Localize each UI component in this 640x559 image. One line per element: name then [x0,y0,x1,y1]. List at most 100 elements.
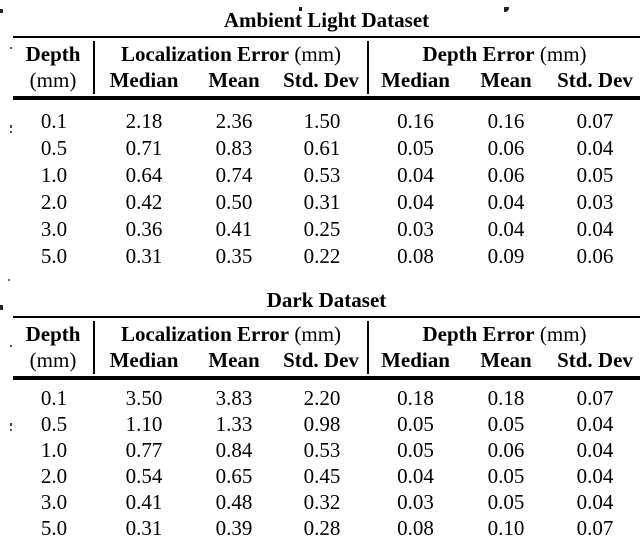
subheader-row: Median Mean Std. Dev [95,67,367,94]
depth-error-group-header: Depth Error (mm) Median Mean Std. Dev [369,41,640,94]
table-cell: 0.03 [576,190,614,214]
table-cell: 1.10 [125,412,163,436]
table-row: 0.5 0.71 0.83 0.61 0.05 0.06 0.04 [13,135,640,162]
crop-artifact [10,429,12,431]
table-cell: 0.04 [397,464,434,488]
table-cell: 3.0 [40,217,68,241]
table-row: 0.5 1.10 1.33 0.98 0.05 0.05 0.04 [13,411,640,437]
table-cell: 2.0 [40,190,68,214]
table-row: 0.1 2.18 2.36 1.50 0.16 0.16 0.07 [13,108,640,135]
table-cell: 0.05 [397,438,434,462]
table-cell: 3.0 [40,490,68,514]
table-cell: 0.77 [125,438,163,462]
table-cell: 2.0 [40,464,68,488]
group-unit: (mm) [294,42,342,66]
table-cell: 0.39 [215,516,253,540]
subheader-median: Median [381,68,450,92]
table-cell: 0.04 [487,190,525,214]
table-row: 2.0 0.42 0.50 0.31 0.04 0.04 0.03 [13,189,640,216]
table-cell: 5.0 [40,244,68,268]
depth-header-label: Depth [25,42,81,66]
table-cell: 0.04 [576,438,614,462]
crop-artifact [0,305,3,310]
depth-header-unit: (mm) [29,348,77,372]
table-cell: 0.04 [576,217,614,241]
table-cell: 0.04 [576,136,614,160]
table-cell: 0.48 [215,490,253,514]
table-header: Depth (mm) Localization Error (mm) Media… [13,36,640,96]
table-cell: 0.50 [215,190,253,214]
subheader-row: Median Mean Std. Dev [369,347,640,374]
table-cell: 0.05 [487,412,525,436]
subheader-mean: Mean [208,68,260,92]
table-title: Dark Dataset [266,288,387,312]
table-cell: 2.18 [125,109,163,133]
table-cell: 0.64 [125,163,163,187]
table-cell: 3.83 [215,386,253,410]
subheader-stddev: Std. Dev [557,348,633,372]
table-cell: 0.36 [125,217,163,241]
depth-header-unit: (mm) [29,68,77,92]
table-cell: 0.18 [487,386,525,410]
table-cell: 0.05 [487,464,525,488]
table-cell: 0.41 [215,217,253,241]
table-cell: 0.1 [40,386,68,410]
table-cell: 0.06 [576,244,614,268]
table-cell: 0.1 [40,109,68,133]
table-cell: 0.53 [303,163,341,187]
table-cell: 0.09 [487,244,525,268]
table-cell: 3.50 [125,386,163,410]
table-cell: 2.20 [303,386,341,410]
table-body: 0.1 3.50 3.83 2.20 0.18 0.18 0.07 0.5 1.… [13,380,640,541]
table-cell: 0.05 [487,490,525,514]
subheader-mean: Mean [208,348,260,372]
table-cell: 0.74 [215,163,253,187]
crop-artifact [10,423,12,426]
table-cell: 0.32 [303,490,341,514]
table-cell: 0.25 [303,217,341,241]
group-label: Localization Error [120,42,290,66]
table-cell: 0.06 [487,163,525,187]
table-cell: 0.03 [397,490,434,514]
crop-artifact [504,7,509,12]
crop-artifact [8,279,10,281]
table-cell: 0.65 [215,464,253,488]
table-cell: 0.08 [397,244,434,268]
table-cell: 0.35 [215,244,253,268]
subheader-median: Median [109,68,179,92]
crop-artifact [10,125,12,128]
subheader-row: Median Mean Std. Dev [95,347,367,374]
table-row: 3.0 0.41 0.48 0.32 0.03 0.05 0.04 [13,489,640,515]
table-cell: 0.04 [576,412,614,436]
group-label: Depth Error [422,322,535,346]
table-row: 1.0 0.77 0.84 0.53 0.05 0.06 0.04 [13,437,640,463]
table-cell: 0.42 [125,190,163,214]
table-cell: 0.04 [576,490,614,514]
table-cell: 0.06 [487,438,525,462]
group-label: Localization Error [120,322,290,346]
depth-column-header: Depth (mm) [13,41,95,94]
table-cell: 0.5 [40,136,68,160]
table-cell: 0.04 [576,464,614,488]
table-cell: 2.36 [215,109,253,133]
table-cell: 0.5 [40,412,68,436]
table-cell: 0.31 [303,190,341,214]
localization-error-group-title: Localization Error (mm) [95,41,367,67]
table-cell: 0.05 [576,163,614,187]
localization-error-group-header: Localization Error (mm) Median Mean Std.… [95,321,369,374]
table-row: 1.0 0.64 0.74 0.53 0.04 0.06 0.05 [13,162,640,189]
table-cell: 0.04 [397,190,434,214]
group-unit: (mm) [539,42,587,66]
group-label: Depth Error [422,42,535,66]
table-cell: 1.33 [215,412,253,436]
crop-artifact [299,7,302,11]
table-cell: 0.05 [397,136,434,160]
table-cell: 0.07 [576,386,614,410]
table-cell: 0.16 [397,109,434,133]
table-cell: 1.0 [40,438,68,462]
table-row: 5.0 0.31 0.39 0.28 0.08 0.10 0.07 [13,515,640,541]
table-cell: 0.04 [397,163,434,187]
ambient-light-table: Ambient Light Dataset Depth (mm) Localiz… [13,7,640,270]
table-cell: 1.0 [40,163,68,187]
table-cell: 0.05 [397,412,434,436]
